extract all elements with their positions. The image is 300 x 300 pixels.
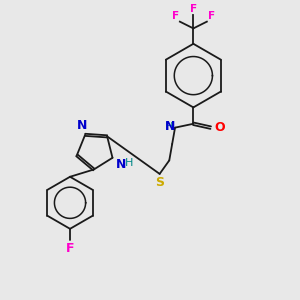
Text: N: N xyxy=(116,158,127,171)
Text: F: F xyxy=(172,11,179,21)
Text: N: N xyxy=(77,119,87,132)
Text: F: F xyxy=(208,11,215,21)
Text: F: F xyxy=(66,242,74,255)
Text: H: H xyxy=(125,158,134,168)
Text: F: F xyxy=(190,4,197,14)
Text: S: S xyxy=(155,176,164,189)
Text: N: N xyxy=(165,120,175,133)
Text: H: H xyxy=(165,122,173,132)
Text: O: O xyxy=(214,121,225,134)
